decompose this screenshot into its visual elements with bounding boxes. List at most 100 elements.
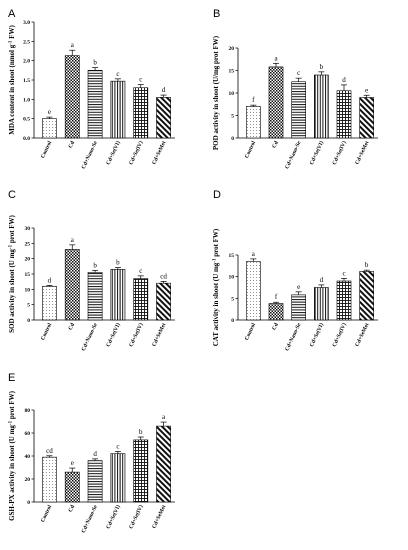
- y-axis-label-text: MDA content in shoot (nmol g: [8, 44, 16, 135]
- bar: [42, 285, 57, 321]
- category-label: Cd+SeMet: [354, 140, 370, 165]
- y-tick-label: 5: [231, 114, 234, 120]
- category-label: Control: [40, 140, 53, 159]
- bar: [359, 271, 374, 321]
- y-tick-label: 2.5: [23, 39, 30, 45]
- bar: [336, 90, 352, 139]
- category-label: Cd+SeMet: [354, 322, 370, 347]
- category-label: Cd+Se(IV): [331, 322, 348, 348]
- significance-letter: b: [93, 261, 97, 269]
- y-tick-label: 1.5: [23, 78, 30, 84]
- category-label: Cd+Se(VI): [308, 140, 325, 166]
- bar: [268, 66, 284, 139]
- significance-letter: d: [320, 276, 324, 284]
- y-tick-label: 30: [25, 226, 31, 232]
- y-tick-label: 60: [25, 431, 31, 437]
- bar: [133, 278, 149, 321]
- category-label: Cd+SeMet: [151, 504, 167, 529]
- y-tick-label: 0: [27, 318, 30, 324]
- category-label: Cd+Nano-Se: [284, 140, 302, 170]
- significance-letter: e: [71, 459, 74, 467]
- significance-letter: a: [252, 250, 256, 258]
- y-tick-label: 20: [229, 46, 235, 52]
- y-axis-label-text: POD activity in shoot (U/mg prot FW): [212, 35, 220, 150]
- significance-letter: cd: [46, 447, 53, 455]
- significance-letter: a: [71, 236, 75, 244]
- bar: [87, 460, 103, 503]
- y-axis-label-superscript: -1: [9, 40, 14, 45]
- bar: [42, 118, 57, 139]
- y-tick-label: 0.5: [23, 117, 30, 123]
- category-label: Cd: [271, 322, 279, 331]
- y-axis-label-superscript: -1: [9, 420, 14, 425]
- significance-letter: d: [48, 276, 52, 284]
- y-tick-label: 0: [231, 136, 234, 142]
- category-label: Control: [244, 322, 257, 341]
- y-tick-label: 20: [25, 257, 31, 263]
- panel-b: B 0 5 10 15 20 POD activity in shoot (U/mg pro…: [212, 8, 378, 170]
- significance-letter: c: [139, 76, 142, 84]
- y-tick-label: 15: [25, 272, 31, 278]
- y-axis-label: POD activity in shoot (U/mg prot FW): [212, 35, 220, 150]
- category-label: Cd: [68, 322, 76, 331]
- category-label: Cd+Nano-Se: [81, 140, 99, 170]
- y-axis-label: CAT activity in shoot (U mg-1 prot FW): [212, 228, 220, 346]
- y-axis-label-text: CAT activity in shoot (U mg: [212, 262, 220, 346]
- panel-label: E: [8, 372, 15, 384]
- y-axis-label-unit: FW): [8, 25, 16, 41]
- category-label: Cd+SeMet: [151, 140, 167, 165]
- bar: [246, 106, 261, 139]
- category-label: Cd+Se(VI): [105, 140, 122, 166]
- y-tick-label: 0.0: [23, 136, 30, 142]
- y-axis-label-text: SOD activity in shoot (U mg: [8, 249, 16, 333]
- panel-label: A: [8, 8, 16, 20]
- category-label: Cd+Se(IV): [127, 322, 144, 348]
- y-tick-label: 0: [27, 500, 30, 506]
- significance-letter: d: [342, 76, 346, 84]
- y-tick-label: 80: [25, 408, 31, 414]
- bar: [64, 55, 80, 139]
- panel-e: E 0 20 40 60 80 GSH-PX activity in shoot (U mg…: [8, 372, 175, 534]
- significance-letter: a: [71, 41, 75, 49]
- significance-letter: c: [116, 70, 119, 78]
- panel-label: B: [213, 8, 220, 20]
- bar: [291, 81, 306, 139]
- significance-letter: d: [162, 86, 166, 94]
- category-label: Control: [40, 504, 53, 523]
- y-axis-label-superscript: -1: [213, 258, 218, 263]
- significance-letter: f: [252, 96, 255, 104]
- category-label: Cd: [271, 140, 279, 149]
- significance-letter: b: [139, 428, 143, 436]
- y-tick-label: 5: [231, 296, 234, 302]
- significance-letter: e: [48, 108, 51, 116]
- y-tick-label: 1.0: [23, 97, 30, 103]
- category-label: Cd: [68, 504, 76, 513]
- bar: [64, 471, 80, 503]
- y-tick-label: 0: [231, 318, 234, 324]
- y-tick-label: 10: [229, 275, 235, 281]
- y-axis-label-text: GSH-PX activity in shoot (U mg: [8, 425, 16, 521]
- y-tick-label: 20: [25, 477, 31, 483]
- category-label: Cd+Nano-Se: [81, 322, 99, 352]
- bar: [268, 303, 284, 321]
- bar: [42, 456, 57, 503]
- y-tick-label: 25: [25, 241, 31, 247]
- significance-letter: a: [162, 413, 166, 421]
- y-axis-label-unit: prot FW): [8, 214, 16, 244]
- bar: [336, 280, 352, 321]
- significance-letter: e: [365, 86, 368, 94]
- y-tick-label: 15: [229, 253, 235, 259]
- panel-c: C 0 5 10 15 20 25 30 SOD activity in shoot (U mg…: [8, 189, 175, 352]
- significance-letter: c: [139, 267, 142, 275]
- significance-letter: c: [297, 69, 300, 77]
- category-label: Cd+Se(VI): [105, 322, 122, 348]
- y-axis-label-unit: prot FW): [8, 390, 16, 420]
- significance-letter: a: [274, 54, 278, 62]
- category-label: Cd+Nano-Se: [81, 504, 99, 534]
- y-tick-label: 2.0: [23, 59, 30, 65]
- significance-letter: e: [297, 283, 300, 291]
- bar: [110, 269, 126, 321]
- bar: [133, 87, 149, 139]
- bar: [87, 70, 103, 139]
- y-axis-label-unit: prot FW): [212, 228, 220, 258]
